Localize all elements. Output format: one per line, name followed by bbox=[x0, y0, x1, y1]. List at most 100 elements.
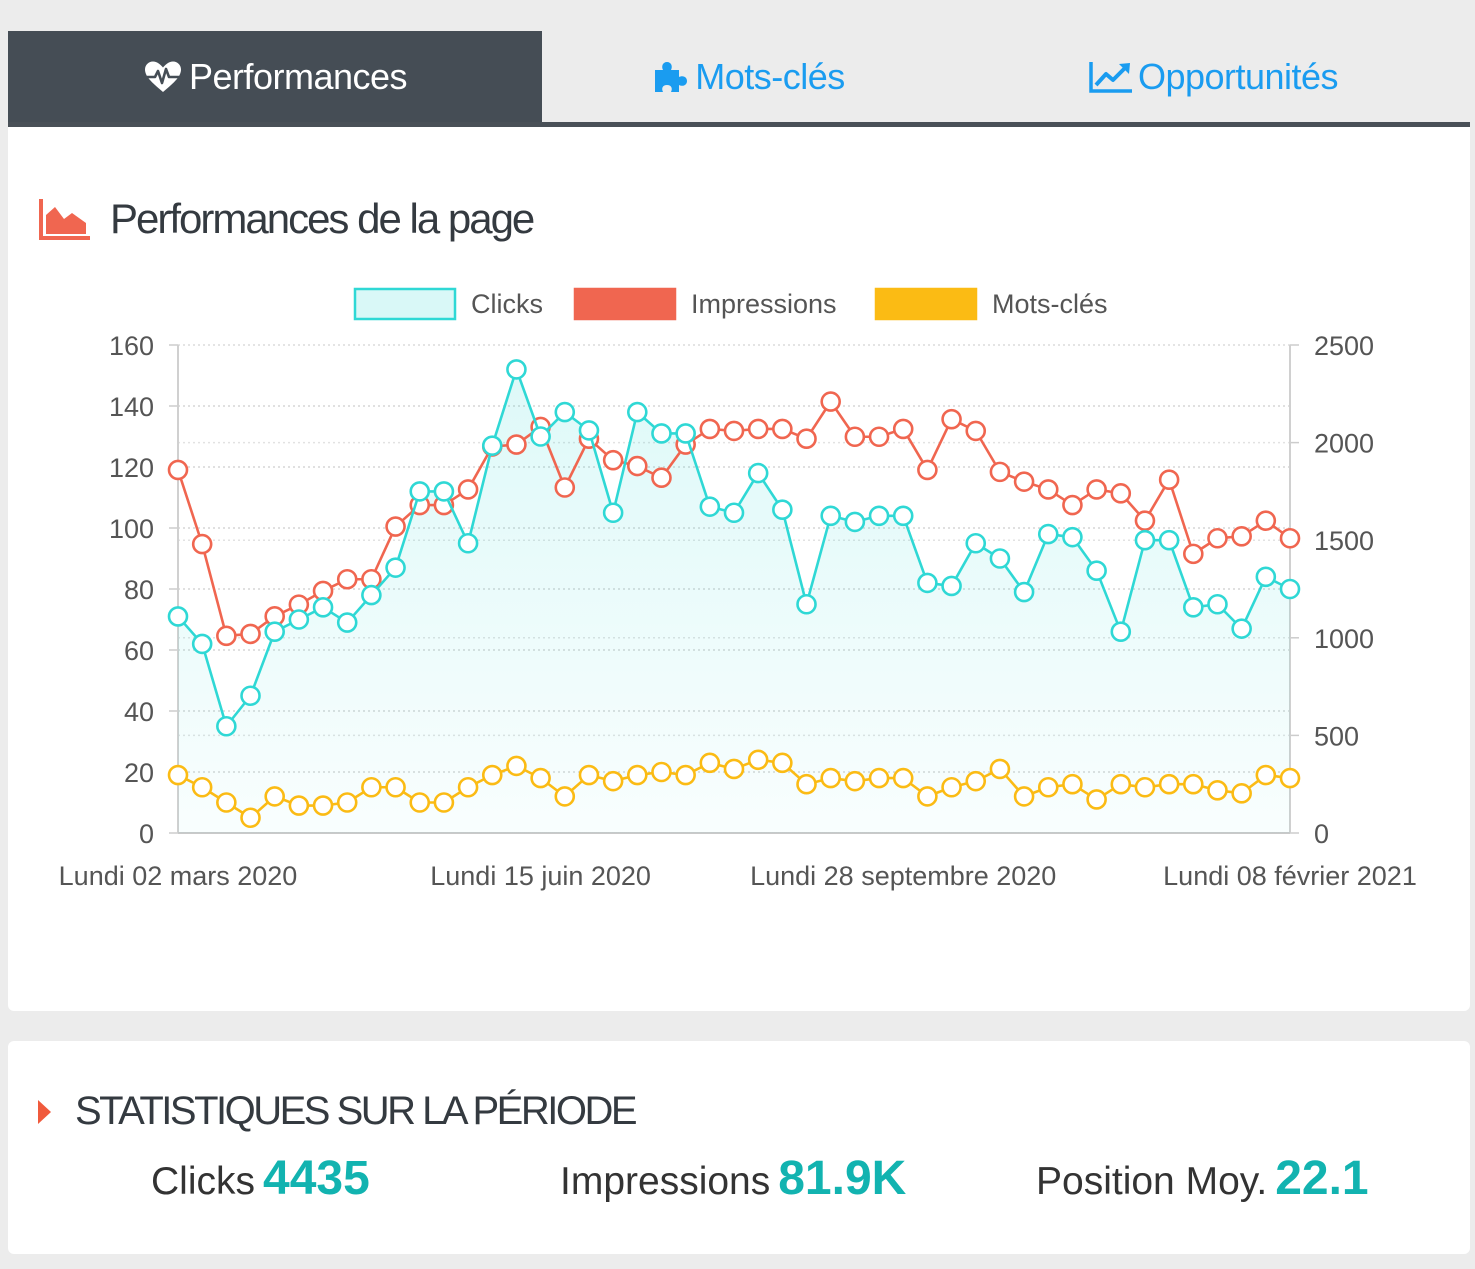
data-point bbox=[868, 426, 890, 448]
data-point bbox=[1207, 527, 1228, 549]
stat-label: Clicks bbox=[151, 1160, 255, 1203]
data-point bbox=[1037, 776, 1059, 798]
data-point bbox=[409, 792, 431, 813]
data-point bbox=[1279, 767, 1301, 789]
data-point bbox=[1037, 523, 1059, 545]
data-point bbox=[191, 533, 213, 555]
data-point bbox=[820, 767, 841, 789]
tab-mots-cles[interactable]: Mots-clés bbox=[542, 31, 956, 122]
data-point bbox=[191, 633, 213, 655]
data-point bbox=[385, 516, 406, 537]
chart-section-title: Performances de la page bbox=[110, 195, 535, 242]
stat-label: Impressions bbox=[560, 1160, 771, 1203]
data-point bbox=[1134, 776, 1156, 798]
data-point bbox=[772, 499, 793, 521]
data-point bbox=[312, 795, 334, 816]
data-point bbox=[1062, 494, 1083, 516]
data-point bbox=[1013, 471, 1035, 492]
data-point bbox=[578, 764, 600, 786]
tab-opportunites[interactable]: Opportunités bbox=[956, 31, 1470, 122]
data-point bbox=[965, 420, 987, 442]
data-point bbox=[627, 455, 648, 477]
data-point bbox=[457, 532, 479, 554]
data-point bbox=[675, 764, 696, 786]
y-right-tick-label: 0 bbox=[1314, 819, 1329, 849]
data-point bbox=[747, 418, 769, 440]
y-right-tick-label: 1500 bbox=[1314, 526, 1374, 556]
data-point bbox=[1255, 510, 1277, 531]
heartbeat-icon bbox=[143, 60, 183, 94]
data-point bbox=[264, 621, 285, 643]
y-right-tick-label: 1000 bbox=[1314, 624, 1374, 654]
data-point bbox=[1231, 783, 1252, 804]
tab-label: Mots-clés bbox=[695, 55, 845, 97]
data-point bbox=[747, 462, 769, 484]
data-point bbox=[385, 557, 406, 578]
data-point bbox=[1062, 526, 1083, 548]
data-point bbox=[723, 502, 745, 524]
y-left-tick-label: 120 bbox=[109, 453, 154, 483]
tab-bar: Performances Mots-clés Opportunités bbox=[8, 31, 1470, 127]
data-point bbox=[1110, 483, 1132, 504]
data-point bbox=[1255, 764, 1277, 786]
y-right-tick-label: 2500 bbox=[1314, 331, 1374, 361]
data-point bbox=[506, 359, 527, 380]
data-point bbox=[481, 764, 503, 786]
data-point bbox=[1279, 578, 1301, 600]
data-point bbox=[917, 459, 938, 481]
data-point bbox=[844, 426, 866, 448]
data-point bbox=[240, 623, 261, 645]
y-right-tick-label: 500 bbox=[1314, 721, 1359, 751]
data-point bbox=[675, 423, 696, 444]
data-point bbox=[1207, 593, 1228, 615]
data-point bbox=[530, 426, 551, 447]
y-left-tick-label: 100 bbox=[109, 514, 154, 544]
data-point bbox=[989, 548, 1011, 569]
data-point bbox=[602, 449, 624, 471]
stat-label: Position Moy. bbox=[1036, 1160, 1268, 1203]
data-point bbox=[699, 496, 721, 517]
data-point bbox=[723, 758, 745, 780]
x-tick-label: Lundi 02 mars 2020 bbox=[59, 861, 298, 891]
data-point bbox=[602, 770, 624, 792]
data-point bbox=[1183, 596, 1204, 618]
stat-clicks: Clicks 4435 bbox=[151, 1151, 370, 1206]
area-chart-icon bbox=[38, 197, 92, 241]
tab-label: Performances bbox=[188, 55, 408, 97]
data-point bbox=[481, 435, 503, 456]
data-point bbox=[433, 481, 455, 502]
data-point bbox=[941, 408, 962, 430]
data-point bbox=[989, 461, 1011, 483]
y-right-tick-label: 2000 bbox=[1314, 429, 1374, 459]
chart-section-header: Performances de la page bbox=[38, 195, 535, 243]
data-point bbox=[699, 418, 721, 440]
data-point bbox=[554, 401, 576, 423]
data-point bbox=[820, 391, 841, 412]
y-left-tick-label: 160 bbox=[109, 331, 154, 361]
data-point bbox=[941, 575, 962, 597]
data-point bbox=[820, 505, 841, 527]
data-point bbox=[747, 749, 769, 771]
data-point bbox=[796, 428, 817, 449]
data-point bbox=[1183, 543, 1204, 565]
tab-performances[interactable]: Performances bbox=[8, 31, 542, 122]
data-point bbox=[1279, 527, 1301, 549]
caret-right-icon bbox=[38, 1099, 51, 1124]
legend-label: Impressions bbox=[691, 289, 837, 319]
data-point bbox=[1110, 621, 1132, 643]
data-point bbox=[1086, 789, 1107, 810]
data-point bbox=[554, 786, 576, 807]
data-point bbox=[361, 584, 382, 606]
data-point bbox=[965, 770, 987, 792]
data-point bbox=[1255, 566, 1277, 588]
data-point bbox=[506, 755, 527, 777]
data-point bbox=[1013, 786, 1035, 807]
data-point bbox=[1134, 529, 1156, 551]
data-point bbox=[1207, 779, 1228, 801]
data-point bbox=[796, 773, 817, 795]
data-point bbox=[965, 532, 987, 554]
y-left-tick-label: 20 bbox=[124, 758, 154, 788]
stats-title: STATISTIQUES SUR LA PÉRIODE bbox=[75, 1089, 638, 1133]
y-left-tick-label: 140 bbox=[109, 392, 154, 422]
data-point bbox=[1183, 773, 1204, 795]
